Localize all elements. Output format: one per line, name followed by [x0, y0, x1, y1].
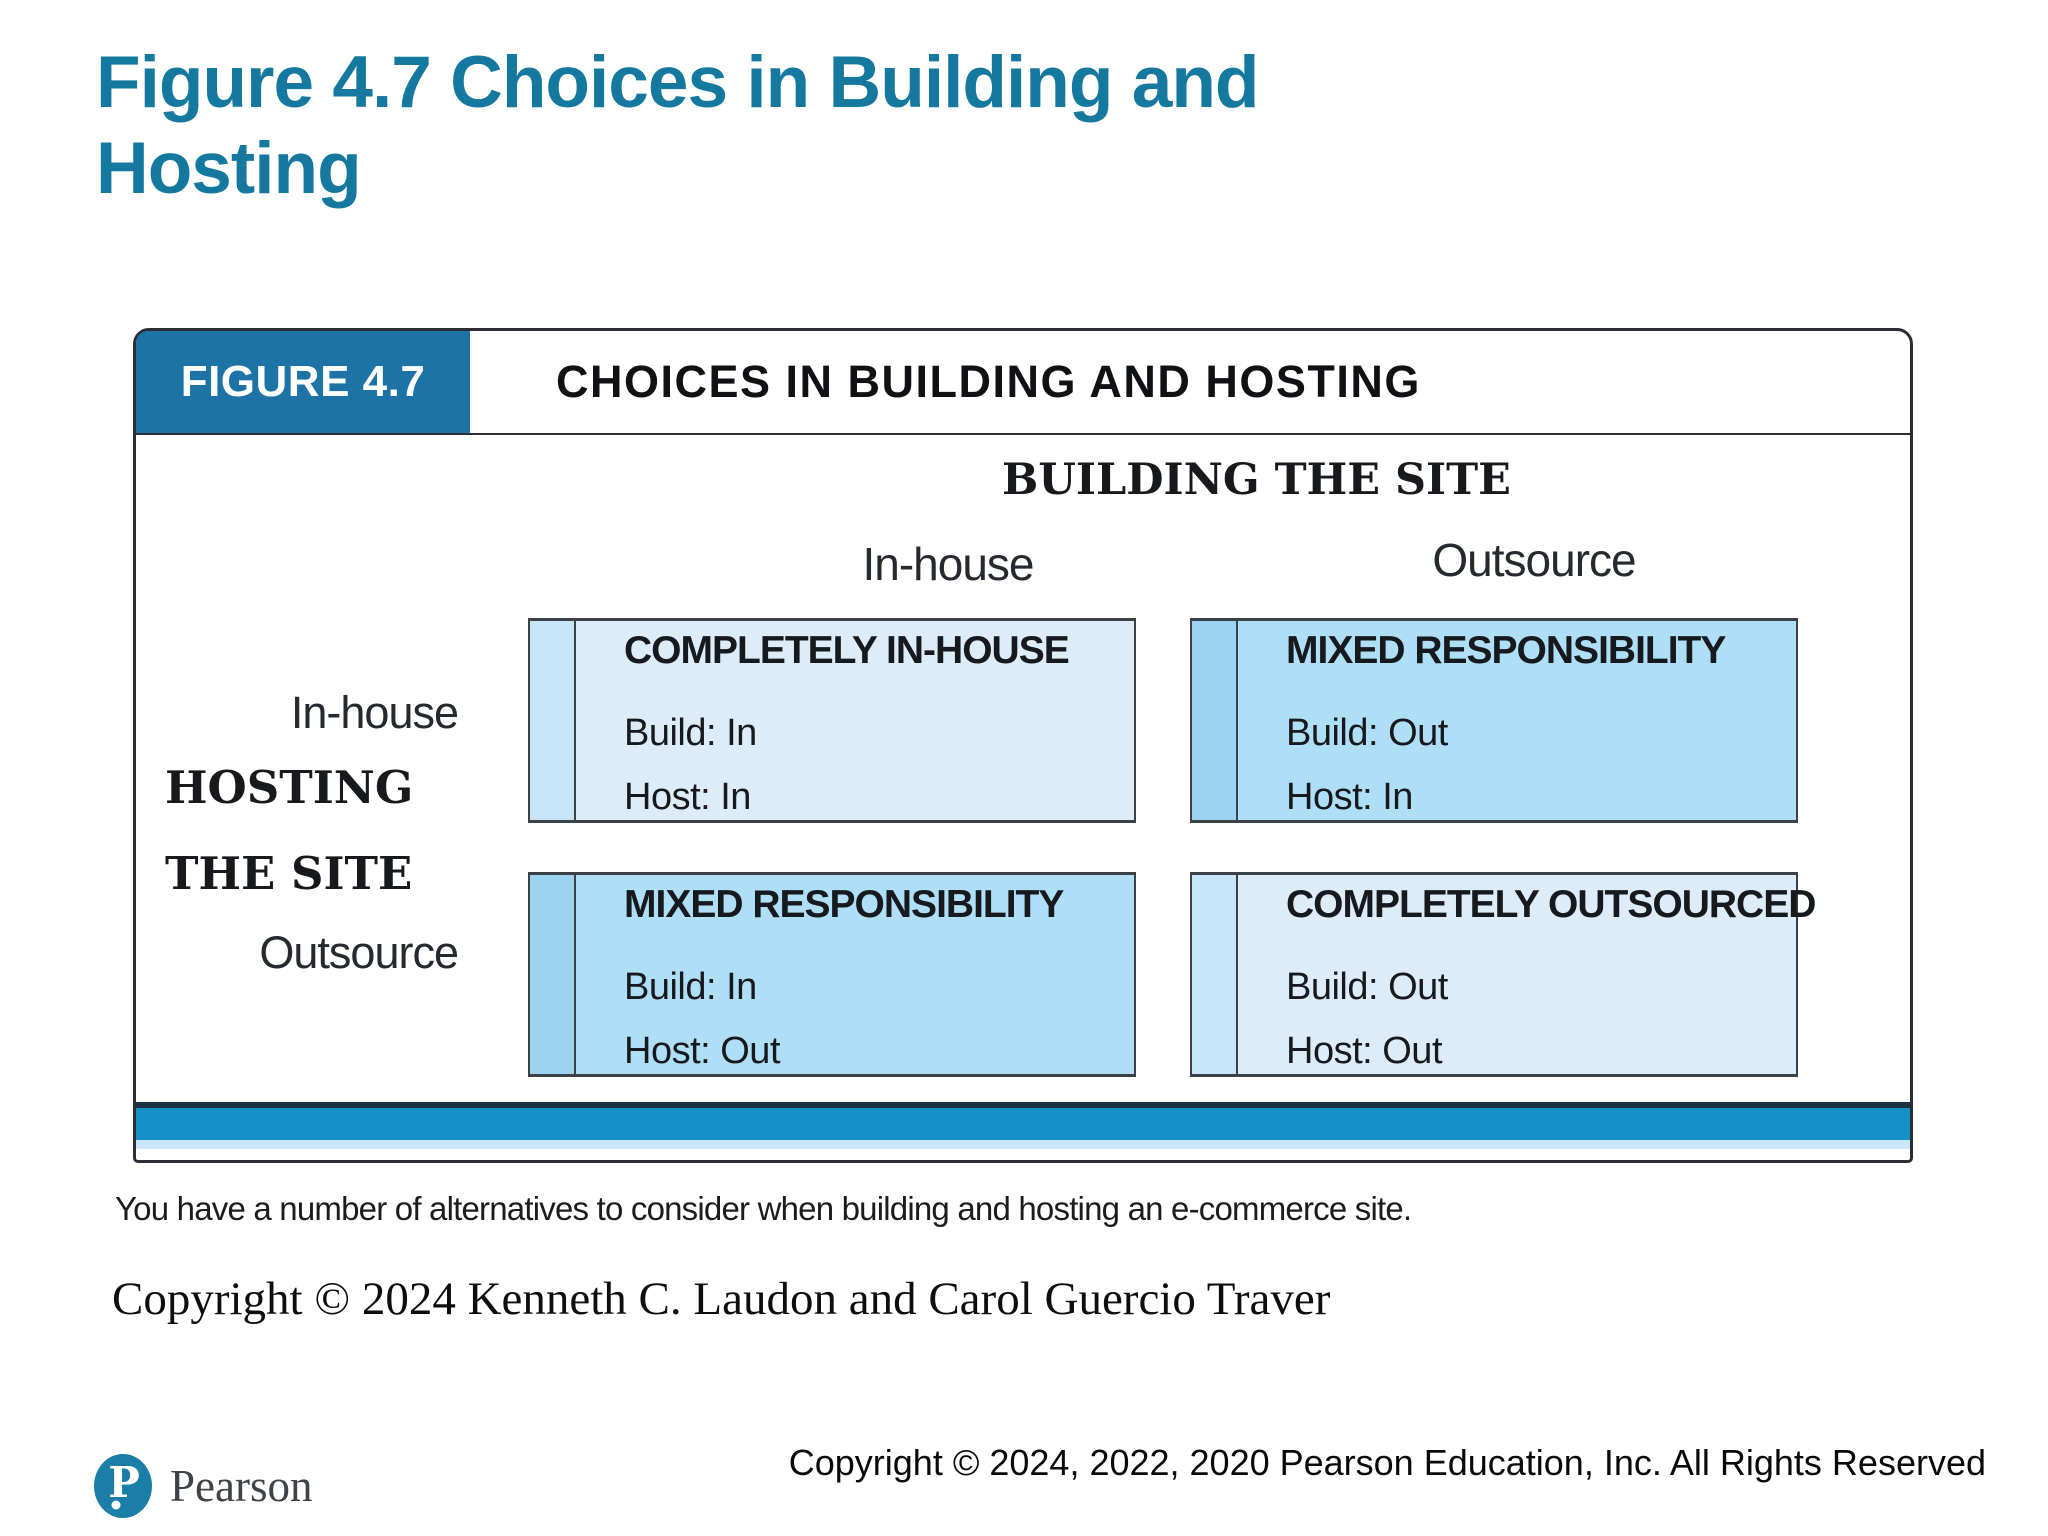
- figure-box: FIGURE 4.7 CHOICES IN BUILDING AND HOSTI…: [133, 328, 1913, 1163]
- column-label-outsource: Outsource: [1432, 534, 1636, 586]
- cell-completely-outsourced: COMPLETELY OUTSOURCED Build: Out Host: O…: [1190, 872, 1816, 1077]
- cell-accent-strip: [1192, 621, 1238, 820]
- footer-copyright: Copyright © 2024, 2022, 2020 Pearson Edu…: [788, 1442, 1986, 1483]
- bottom-bar-pale-strip: [136, 1140, 1910, 1149]
- cell-accent-strip: [530, 875, 576, 1074]
- row-label-outsource: Outsource: [259, 927, 459, 978]
- cell-title: COMPLETELY IN-HOUSE: [624, 629, 1070, 672]
- figure-bottom-bar: [136, 1102, 1910, 1149]
- row-axis-label: HOSTING THE SITE: [165, 745, 413, 917]
- cell-title: MIXED RESPONSIBILITY: [624, 883, 1064, 926]
- cell-accent-strip: [530, 621, 576, 820]
- cell-content: COMPLETELY OUTSOURCED Build: Out Host: O…: [1238, 875, 1816, 1074]
- cell-host-line: Host: Out: [624, 1030, 781, 1072]
- pearson-wordmark: Pearson: [170, 1461, 313, 1511]
- cell-content: COMPLETELY IN-HOUSE Build: In Host: In: [576, 621, 1070, 820]
- cell-mixed-responsibility-top: MIXED RESPONSIBILITY Build: Out Host: In: [1190, 618, 1798, 823]
- slide-title: Figure 4.7 Choices in Building and Hosti…: [96, 40, 1596, 212]
- slide-title-line1: Figure 4.7 Choices in Building and: [96, 42, 1260, 123]
- svg-text:P: P: [108, 1458, 140, 1507]
- cell-mixed-responsibility-bottom: MIXED RESPONSIBILITY Build: In Host: Out: [528, 872, 1136, 1077]
- cell-content: MIXED RESPONSIBILITY Build: Out Host: In: [1238, 621, 1726, 820]
- cell-content: MIXED RESPONSIBILITY Build: In Host: Out: [576, 875, 1064, 1074]
- row-label-in-house: In-house: [290, 687, 459, 738]
- bottom-bar-teal: [136, 1108, 1910, 1140]
- column-label-in-house: In-house: [862, 538, 1034, 590]
- slide-title-line2: Hosting: [96, 128, 362, 209]
- cell-host-line: Host: In: [1286, 776, 1413, 818]
- cell-host-line: Host: Out: [1286, 1030, 1443, 1072]
- row-axis-label-line2: THE SITE: [165, 847, 413, 900]
- figure-caption: You have a number of alternatives to con…: [115, 1190, 1412, 1227]
- row-axis-label-line1: HOSTING: [165, 761, 414, 814]
- column-axis-label: BUILDING THE SITE: [1002, 455, 1511, 505]
- book-copyright: Copyright © 2024 Kenneth C. Laudon and C…: [112, 1273, 1331, 1325]
- figure-header: FIGURE 4.7 CHOICES IN BUILDING AND HOSTI…: [136, 331, 1910, 435]
- figure-header-title: CHOICES IN BUILDING AND HOSTING: [556, 356, 1421, 407]
- cell-title: MIXED RESPONSIBILITY: [1286, 629, 1726, 672]
- cell-completely-in-house: COMPLETELY IN-HOUSE Build: In Host: In: [528, 618, 1136, 823]
- cell-host-line: Host: In: [624, 776, 751, 818]
- cell-build-line: Build: In: [624, 712, 757, 754]
- pearson-logo-icon: P: [94, 1454, 152, 1518]
- figure-number-tab: FIGURE 4.7: [136, 331, 470, 433]
- cell-title: COMPLETELY OUTSOURCED: [1286, 883, 1816, 926]
- cell-build-line: Build: Out: [1286, 712, 1448, 754]
- figure-diagram: BUILDING THE SITE In-house Outsource In-…: [136, 435, 1910, 1160]
- cell-build-line: Build: In: [624, 966, 757, 1008]
- cell-accent-strip: [1192, 875, 1238, 1074]
- bottom-bar-navy-edge: [136, 1102, 1910, 1108]
- cell-build-line: Build: Out: [1286, 966, 1448, 1008]
